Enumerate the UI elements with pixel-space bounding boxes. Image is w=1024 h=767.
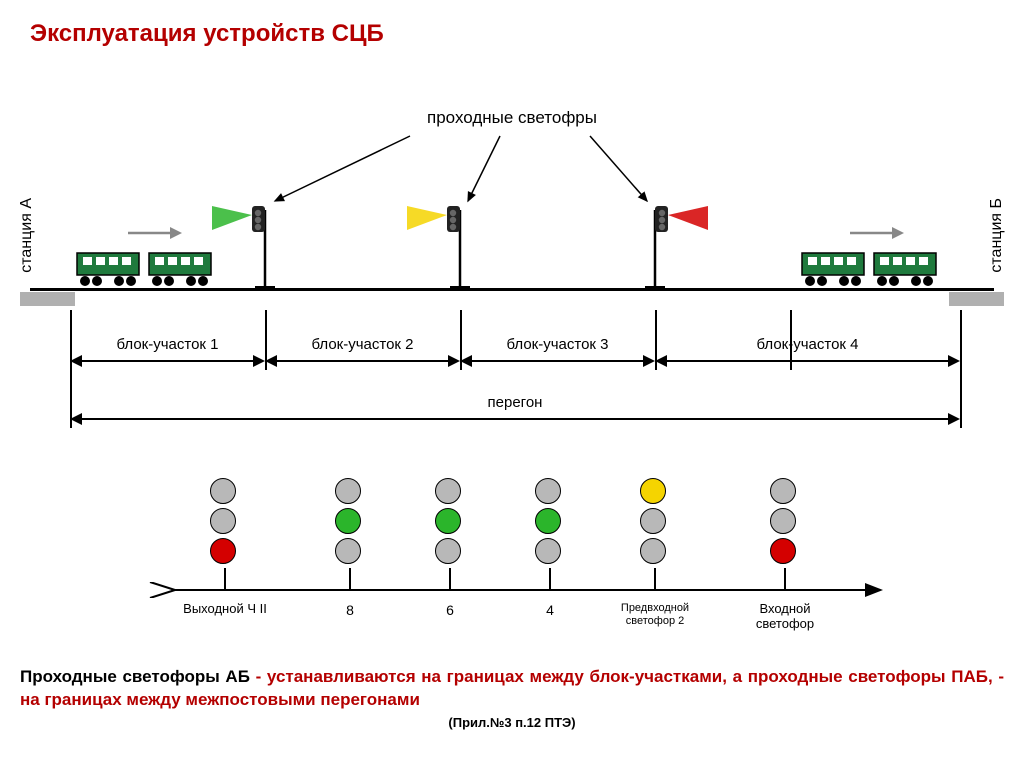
station-b-label: станция Б: [988, 198, 1006, 273]
signal-lamp: [435, 508, 461, 534]
signal-lamp: [770, 538, 796, 564]
footer-black: Проходные светофоры АБ: [20, 667, 256, 686]
signal-lamp: [335, 508, 361, 534]
signal-lamp: [335, 478, 361, 504]
signal-lamp: [640, 538, 666, 564]
direction-arrow-left: [126, 225, 186, 241]
signal-label: Предвходной светофор 2: [600, 602, 710, 627]
dim-arrow: [70, 355, 84, 367]
dim-arrow: [946, 413, 960, 425]
signal-light-stack: [210, 478, 240, 568]
dim-arrow: [641, 355, 655, 367]
signal-light-stack: [640, 478, 670, 568]
signal-lamp: [770, 478, 796, 504]
train-left: [75, 248, 215, 290]
signal-lamp: [210, 538, 236, 564]
dim-arrow: [655, 355, 669, 367]
signal-lamp: [640, 508, 666, 534]
span-label: перегон: [70, 394, 960, 411]
signal-lamp: [210, 508, 236, 534]
signal-label: 6: [395, 602, 505, 618]
signal-lamp: [535, 478, 561, 504]
dim-arrow: [70, 413, 84, 425]
passing-signal: [405, 200, 515, 290]
signal-light-stack: [770, 478, 800, 568]
passing-signal: [210, 200, 320, 290]
footer-sub: (Прил.№3 п.12 ПТЭ): [20, 714, 1004, 732]
signal-lamp: [535, 508, 561, 534]
block-label: блок-участок 1: [70, 336, 265, 353]
signal-lamp: [770, 508, 796, 534]
dim-arrow: [446, 355, 460, 367]
signal-lamp: [435, 478, 461, 504]
signal-light-stack: [535, 478, 565, 568]
signal-lamp: [210, 478, 236, 504]
signal-lamp: [335, 538, 361, 564]
block-label: блок-участок 2: [265, 336, 460, 353]
signal-lamp: [640, 478, 666, 504]
direction-arrow-right: [848, 225, 908, 241]
page-title: Эксплуатация устройств СЦБ: [30, 20, 994, 48]
train-right: [800, 248, 940, 290]
block-dimline: [657, 360, 958, 362]
passing-signal: [600, 200, 710, 290]
station-a-label: станция А: [18, 198, 36, 273]
dim-arrow: [946, 355, 960, 367]
block-dimline: [267, 360, 458, 362]
signal-light-stack: [435, 478, 465, 568]
span-dimline: [72, 418, 958, 420]
signal-label: 8: [295, 602, 405, 618]
bottom-arrow: [145, 582, 885, 598]
signal-lamp: [435, 538, 461, 564]
signal-lamp: [535, 538, 561, 564]
dim-arrow: [460, 355, 474, 367]
platform-a: [20, 292, 75, 306]
signal-label: Выходной Ч II: [170, 602, 280, 617]
signal-label: 4: [495, 602, 605, 618]
block-dimline: [462, 360, 653, 362]
signal-label: Входной светофор: [730, 602, 840, 632]
signal-light-stack: [335, 478, 365, 568]
block-label: блок-участок 4: [655, 336, 960, 353]
dim-arrow: [251, 355, 265, 367]
platform-b: [949, 292, 1004, 306]
diagram: проходные светофры станция А станция Б: [30, 58, 994, 738]
dim-arrow: [265, 355, 279, 367]
block-label: блок-участок 3: [460, 336, 655, 353]
dimension-tick: [960, 310, 962, 428]
footer-text: Проходные светофоры АБ - устанавливаются…: [20, 666, 1004, 731]
block-dimline: [72, 360, 263, 362]
